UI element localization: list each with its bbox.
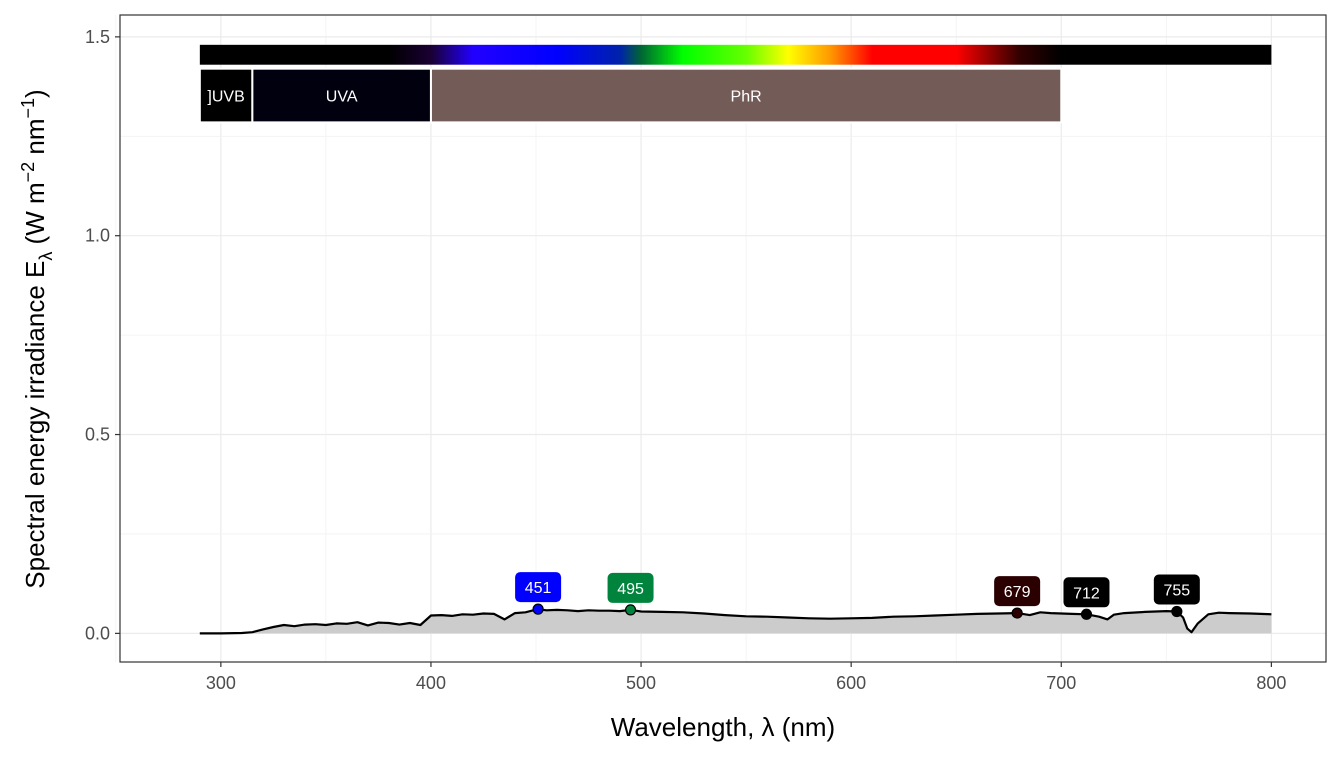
spectrum-line [199,608,1272,635]
x-axis-title: Wavelength, λ (nm) [611,712,835,742]
x-tick-label: 500 [626,673,656,693]
y-tick-label: 1.0 [85,226,110,246]
peak-label-text: 495 [617,581,644,598]
x-tick-label: 600 [836,673,866,693]
x-tick-label: 400 [416,673,446,693]
peak-label-box [607,572,654,603]
band-phr [429,67,1063,124]
wavelength-bands: ]UVB UVA PhR [198,67,1063,124]
x-axis: 300 400 500 600 700 800 [206,662,1286,693]
x-tick-label: 300 [206,673,236,693]
peak-label-text: 451 [525,580,552,597]
peak-point [1011,607,1023,619]
band-label: PhR [731,89,762,106]
panel-border [119,14,1327,663]
y-axis-title: Spectral energy irradiance Eλ (W m−2 nm−… [18,89,56,588]
peak-label-box [994,576,1041,607]
band-label: ]UVB [207,89,244,106]
color-bar-strip [199,44,1272,65]
peak-point [1171,605,1183,618]
spectrum-series [199,608,1272,635]
band-label: UVA [326,89,358,106]
band-uva [251,67,432,124]
x-tick-label: 700 [1046,673,1076,693]
y-tick-label: 0.0 [85,623,110,643]
band-uvb [198,67,254,124]
y-tick-label: 1.5 [85,27,110,47]
peak-point [1080,608,1093,620]
peak-label-text: 755 [1163,582,1190,599]
peak-label-text: 679 [1004,584,1031,601]
color-bar [199,44,1272,65]
peak-label-box [515,572,562,603]
x-tick-label: 800 [1256,673,1286,693]
peak-label-text: 712 [1073,585,1100,602]
y-tick-label: 0.5 [85,425,110,445]
y-axis: 0.0 0.5 1.0 1.5 [85,27,120,643]
peak-label-box [1153,574,1200,605]
peak-labels: 451 495 679 712 755 [515,572,1200,620]
peak-label-box [1063,577,1110,608]
peak-point [532,603,544,615]
peak-point [624,604,637,616]
